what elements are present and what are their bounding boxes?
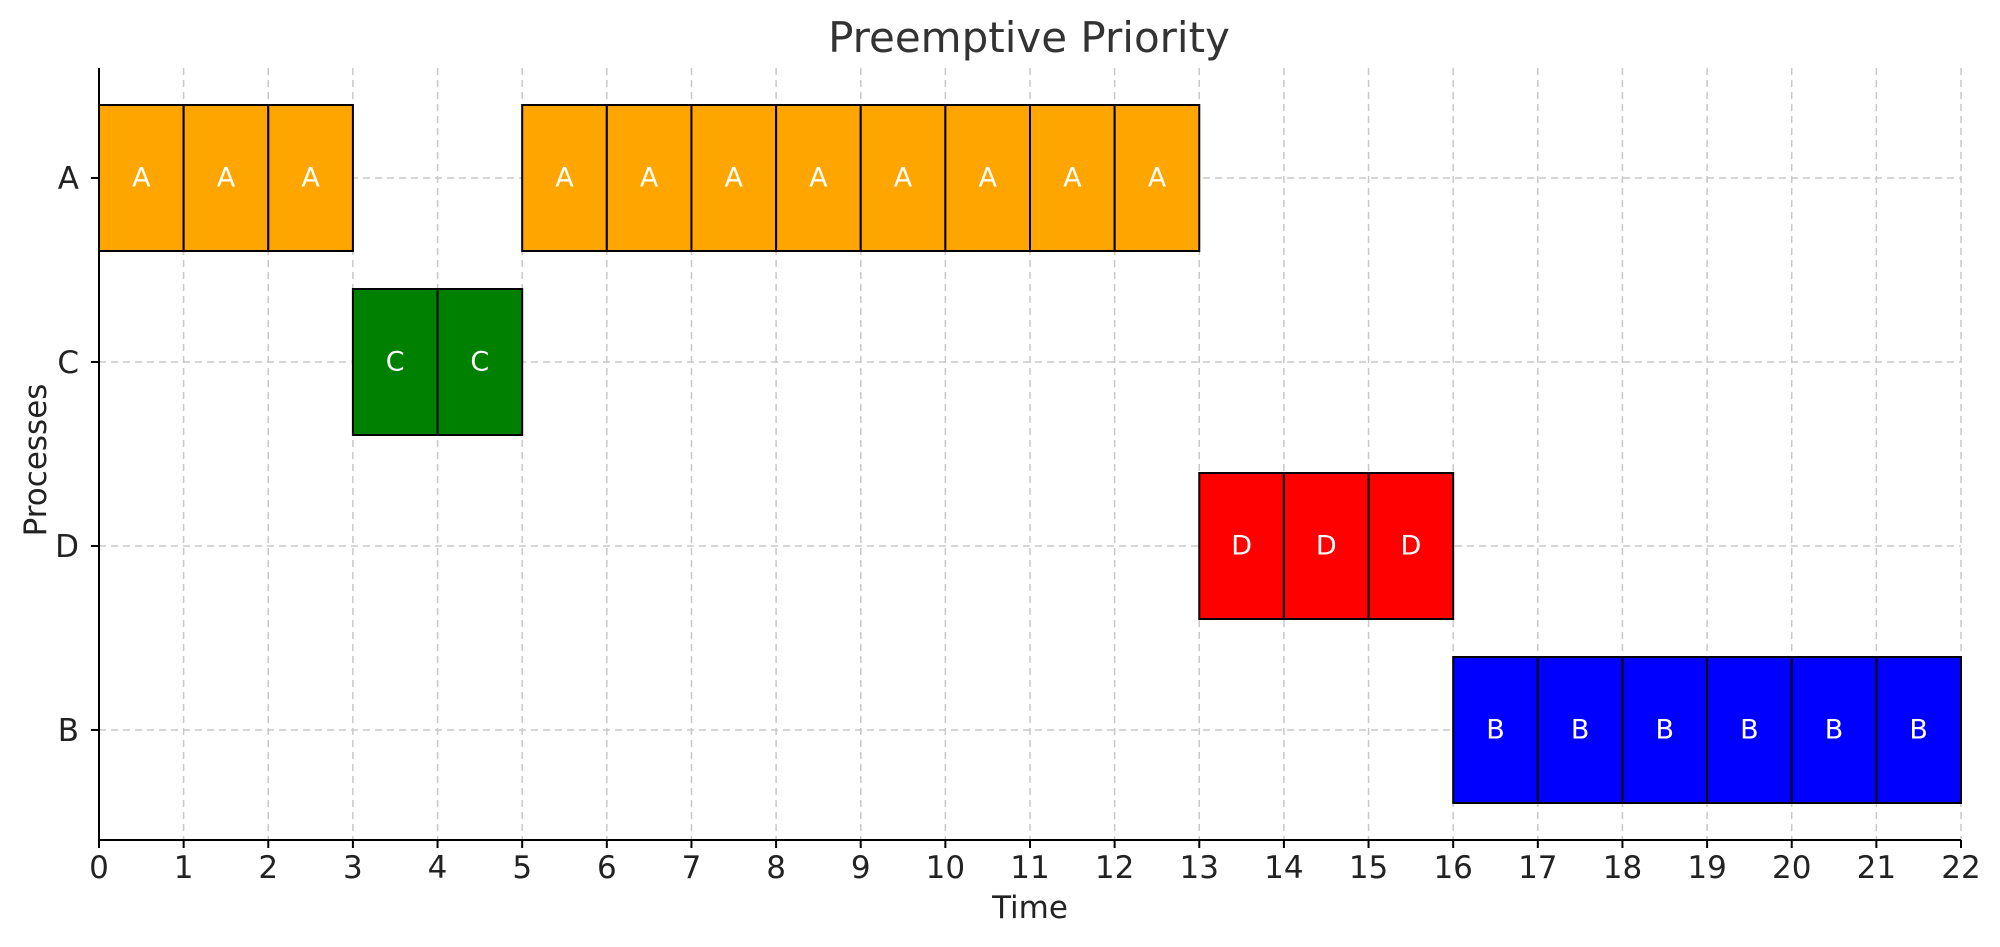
block-label: B [1825, 715, 1844, 746]
x-tick-label: 3 [343, 850, 363, 886]
chart-title: Preemptive Priority [828, 13, 1230, 62]
x-tick-label: 17 [1518, 850, 1557, 886]
block-label: A [894, 163, 913, 194]
x-tick-label: 13 [1180, 850, 1219, 886]
gantt-block-B [1536, 656, 1624, 804]
block-label: C [386, 347, 405, 378]
gantt-block-A [859, 104, 947, 252]
gantt-block-B [1621, 656, 1709, 804]
block-label: A [978, 163, 997, 194]
x-tick-label: 14 [1264, 850, 1303, 886]
x-tick-label: 15 [1349, 850, 1388, 886]
gantt-block-A [690, 104, 778, 252]
gantt-block-A [775, 104, 862, 252]
x-tick-label: 18 [1603, 850, 1642, 886]
x-tick-label: 8 [766, 850, 786, 886]
x-tick-label: 11 [1010, 850, 1049, 886]
block-label: C [470, 347, 489, 378]
x-tick-label: 16 [1433, 850, 1472, 886]
x-tick-label: 21 [1857, 850, 1896, 886]
gantt-block-C [436, 288, 524, 436]
x-tick-label: 4 [428, 850, 448, 886]
gantt-block-D [1282, 472, 1370, 620]
y-tick-label: A [58, 161, 79, 197]
block-label: A [1148, 163, 1167, 194]
x-axis-label: Time [991, 890, 1068, 926]
x-tick-label: 12 [1095, 850, 1134, 886]
block-label: B [1740, 715, 1759, 746]
gantt-block-A [605, 104, 693, 252]
block-label: A [301, 163, 320, 194]
x-tick-label: 20 [1772, 850, 1811, 886]
gantt-block-B [1875, 656, 1963, 804]
gantt-block-B [1706, 656, 1793, 804]
gantt-block-D [1367, 472, 1455, 620]
block-label: A [132, 163, 151, 194]
y-tick-label: B [58, 713, 79, 749]
x-tick-label: 19 [1687, 850, 1726, 886]
blocks-layer: A A A C C A A A A A A A A D D D B B B B B B [98, 104, 1963, 804]
block-label: A [809, 163, 828, 194]
gantt-block-A [1113, 104, 1201, 252]
block-label: B [1486, 715, 1505, 746]
gantt-block-A [267, 104, 354, 252]
gantt-block-A [944, 104, 1032, 252]
gantt-block-A [521, 104, 608, 252]
y-tick-label: D [55, 529, 79, 565]
gantt-block-B [1452, 656, 1539, 804]
block-label: B [1571, 715, 1590, 746]
x-tick-label: 10 [926, 850, 965, 886]
x-tick-label: 6 [597, 850, 617, 886]
block-label: A [640, 163, 659, 194]
block-label: D [1400, 531, 1421, 562]
x-tick-label: 0 [89, 850, 109, 886]
y-axis-label: Processes [18, 384, 54, 537]
block-label: A [725, 163, 744, 194]
gantt-block-A [182, 104, 270, 252]
x-tick-label: 9 [851, 850, 871, 886]
x-tick-label: 22 [1941, 850, 1980, 886]
block-label: A [1063, 163, 1082, 194]
gantt-block-C [351, 288, 439, 436]
x-tick-label: 5 [512, 850, 532, 886]
block-label: B [1909, 715, 1928, 746]
block-label: A [555, 163, 574, 194]
x-tick-label: 1 [174, 850, 194, 886]
y-tick-label: C [57, 345, 79, 381]
x-tick-label: 7 [682, 850, 702, 886]
block-label: B [1656, 715, 1675, 746]
gantt-block-A [1029, 104, 1116, 252]
block-label: D [1231, 531, 1252, 562]
x-tick-label: 2 [258, 850, 278, 886]
block-label: A [217, 163, 236, 194]
block-label: D [1316, 531, 1337, 562]
